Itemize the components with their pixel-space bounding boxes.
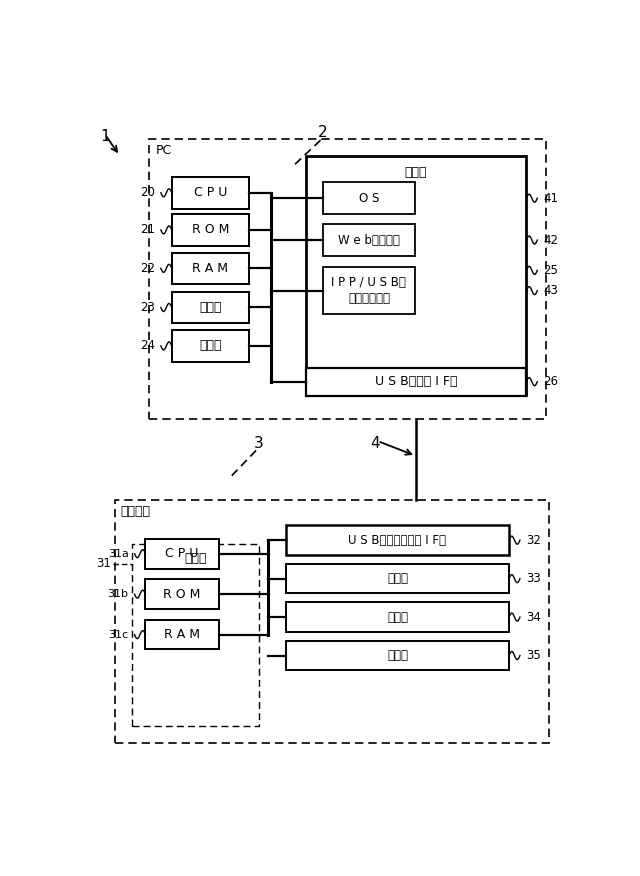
Text: 操作部: 操作部 xyxy=(387,611,408,624)
Text: 34: 34 xyxy=(526,611,541,624)
Text: I P P / U S B変
換プログラム: I P P / U S B変 換プログラム xyxy=(332,276,406,305)
Bar xyxy=(145,539,219,569)
Bar xyxy=(323,224,415,256)
Text: 23: 23 xyxy=(140,301,155,314)
Text: 42: 42 xyxy=(543,234,558,246)
Text: 3: 3 xyxy=(253,435,264,450)
Bar xyxy=(286,526,509,555)
Bar xyxy=(172,292,248,323)
Text: R O M: R O M xyxy=(163,588,201,601)
Text: 32: 32 xyxy=(526,533,541,547)
Bar xyxy=(286,640,509,670)
Text: 操作部: 操作部 xyxy=(199,339,221,352)
Text: 33: 33 xyxy=(526,572,541,585)
Bar xyxy=(306,368,526,396)
Text: 表示部: 表示部 xyxy=(199,301,221,314)
Bar xyxy=(172,214,248,246)
Bar xyxy=(132,543,259,725)
Text: PC: PC xyxy=(156,145,172,158)
Text: 4: 4 xyxy=(370,435,380,450)
Text: 1: 1 xyxy=(100,129,109,144)
Bar xyxy=(323,267,415,314)
Text: O S: O S xyxy=(359,192,379,205)
Bar xyxy=(115,499,548,743)
Bar xyxy=(145,620,219,649)
Text: 制御部: 制御部 xyxy=(184,552,207,565)
Text: 24: 24 xyxy=(140,339,155,352)
Text: 35: 35 xyxy=(526,649,541,662)
Text: W e bブラウザ: W e bブラウザ xyxy=(338,234,400,246)
Text: 2: 2 xyxy=(318,125,328,140)
Text: 21: 21 xyxy=(140,223,155,237)
Bar xyxy=(172,330,248,362)
Bar xyxy=(286,564,509,593)
Text: 記憶部: 記憶部 xyxy=(387,649,408,662)
Text: 31c: 31c xyxy=(109,630,129,639)
Bar xyxy=(172,177,248,208)
Bar xyxy=(306,156,526,395)
Text: 25: 25 xyxy=(543,264,558,277)
Bar xyxy=(145,579,219,609)
Text: R A M: R A M xyxy=(164,628,200,641)
Bar xyxy=(150,139,547,419)
Text: 記憶部: 記憶部 xyxy=(404,166,428,179)
Bar xyxy=(286,602,509,632)
Text: 31a: 31a xyxy=(108,548,129,559)
Text: 22: 22 xyxy=(140,262,155,275)
Text: U S Bホスト I F部: U S Bホスト I F部 xyxy=(375,375,458,388)
Bar xyxy=(172,252,248,284)
Text: C P U: C P U xyxy=(166,548,199,560)
Text: 31b: 31b xyxy=(108,590,129,599)
Text: 26: 26 xyxy=(543,375,558,388)
Text: 41: 41 xyxy=(543,192,558,205)
Text: R O M: R O M xyxy=(191,223,229,237)
Text: 43: 43 xyxy=(543,284,558,297)
Text: U S Bクライアント I F部: U S Bクライアント I F部 xyxy=(348,533,447,547)
Text: プリンタ: プリンタ xyxy=(121,505,150,518)
Text: R A M: R A M xyxy=(192,262,228,275)
Text: 31: 31 xyxy=(97,557,111,570)
Bar xyxy=(323,182,415,214)
Text: 20: 20 xyxy=(140,187,155,200)
Text: C P U: C P U xyxy=(193,187,227,200)
Text: 印刷部: 印刷部 xyxy=(387,572,408,585)
